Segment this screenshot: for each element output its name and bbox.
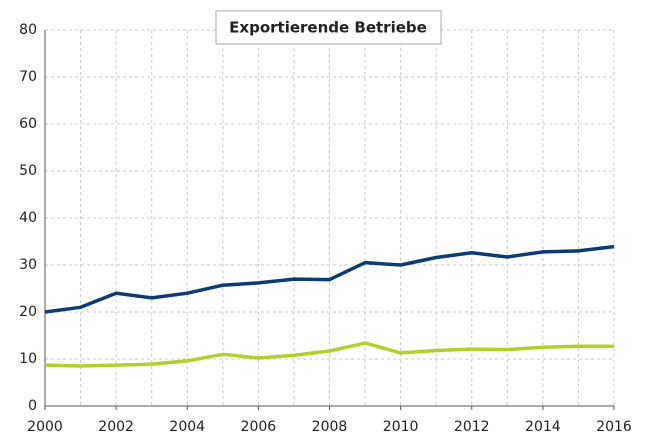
y-tick-label: 10	[19, 351, 37, 367]
x-tick-label: 2012	[454, 419, 490, 435]
y-tick-label: 60	[19, 116, 37, 132]
x-tick-label: 2006	[241, 419, 277, 435]
y-tick-label: 50	[19, 163, 37, 179]
series-line	[44, 244, 615, 314]
y-tick-label: 0	[28, 398, 37, 414]
y-tick-label: 40	[19, 210, 37, 226]
chart-title: Exportierende Betriebe	[229, 19, 427, 37]
y-tick-label: 30	[19, 257, 37, 273]
y-tick-label: 20	[19, 304, 37, 320]
y-tick-label: 70	[19, 69, 37, 85]
x-tick-label: 2008	[312, 419, 348, 435]
y-tick-label: 80	[19, 22, 37, 38]
x-tick-label: 2016	[596, 419, 632, 435]
series-line	[44, 341, 614, 368]
x-tick-label: 2000	[27, 419, 63, 435]
x-tick-label: 2004	[169, 419, 205, 435]
x-tick-label: 2002	[98, 419, 134, 435]
x-tick-label: 2014	[525, 419, 561, 435]
title-box	[215, 10, 442, 45]
x-tick-label: 2010	[383, 419, 419, 435]
